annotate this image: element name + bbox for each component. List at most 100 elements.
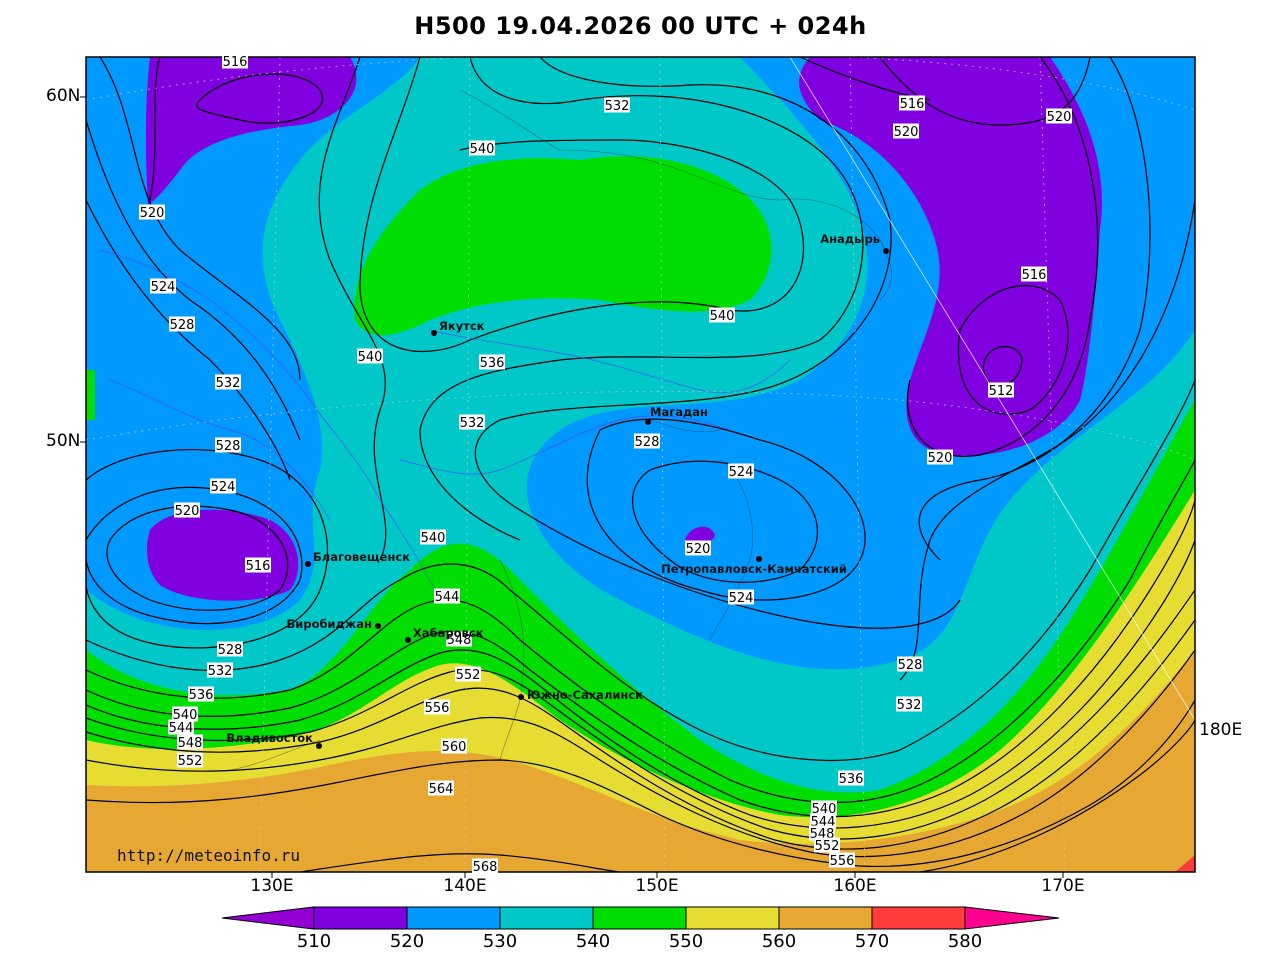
colorbar-segment [592,906,687,930]
lon-label-150e: 150E [635,876,679,896]
contour-label: 536 [838,770,864,787]
city-name: Владивосток [226,731,313,745]
colorbar-tick-label: 570 [854,931,890,952]
contour-label: 544 [434,588,460,605]
colorbar-tick-label: 520 [389,931,425,952]
contour-value: 532 [460,416,485,431]
contour-label: 516 [222,53,248,70]
colorbar-tick-label: 540 [575,931,611,952]
contour-label: 540 [420,529,446,546]
city-name: Южно-Сахалинск [527,688,643,702]
colorbar [221,906,1060,930]
city-name: Петропавловск-Камчатский [661,562,847,576]
contour-value: 548 [447,633,472,648]
contour-label: 532 [459,414,485,431]
contour-label: 540 [469,140,495,157]
contour-value: 520 [140,206,165,221]
colorbar-tick-label: 550 [668,931,704,952]
contour-label: 552 [177,752,203,769]
filled-contours [86,57,1195,872]
contour-label: 536 [479,354,505,371]
contour-value: 536 [839,772,864,787]
city-name: Биробиджан [287,617,372,631]
contour-value: 540 [358,350,383,365]
contour-value: 552 [178,754,203,769]
contour-value: 516 [246,559,271,574]
contour-label: 524 [150,278,176,295]
city-dot [405,637,411,643]
colorbar-extend-max [964,906,1060,930]
contour-value: 516 [1022,268,1047,283]
contour-label: 532 [215,374,241,391]
colorbar-extend-min [221,906,315,930]
source-url: http://meteoinfo.ru [117,846,300,865]
colorbar-segment [871,906,966,930]
lon-label-180e: 180E [1199,720,1243,740]
contour-value: 540 [173,708,198,723]
contour-label: 516 [245,557,271,574]
contour-value: 552 [456,668,481,683]
contour-label: 552 [455,666,481,683]
contour-value: 556 [830,854,855,869]
contour-value: 532 [605,99,630,114]
contour-value: 532 [216,376,241,391]
contour-label: 552 [814,837,840,854]
lon-label-170e: 170E [1041,876,1085,896]
contour-label: 520 [139,204,165,221]
colorbar-tick-label: 510 [296,931,332,952]
contour-label: 536 [188,686,214,703]
contour-value: 536 [480,356,505,371]
contour-label: 528 [217,641,243,658]
contour-label: 520 [685,540,711,557]
contour-label: 544 [168,719,194,736]
contour-label: 568 [472,858,498,875]
colorbar-segment [685,906,780,930]
lat-label-50n: 50N [46,431,81,451]
colorbar-segment [406,906,501,930]
contour-label: 512 [988,382,1014,399]
contour-value: 524 [729,591,754,606]
map-title: H500 19.04.2026 00 UTC + 024h [414,12,867,40]
contour-label: 520 [174,502,200,519]
contour-label: 528 [897,656,923,673]
contour-value: 524 [211,480,236,495]
lon-label-160e: 160E [833,876,877,896]
contour-value: 524 [729,465,754,480]
contour-value: 528 [898,658,923,673]
contour-label: 532 [896,696,922,713]
contour-value: 556 [425,701,450,716]
city-name: Анадырь [820,232,880,246]
contour-value: 568 [473,860,498,875]
contour-label: 516 [1021,266,1047,283]
city-name: Хабаровск [413,626,484,640]
contour-label: 540 [357,348,383,365]
city-dot [645,419,651,425]
colorbar-segment [313,906,408,930]
contour-label: 520 [927,449,953,466]
contour-label: 532 [604,97,630,114]
contour-label: 540 [172,706,198,723]
contour-label: 548 [446,631,472,648]
contour-value: 540 [470,142,495,157]
colorbar-segment [499,906,594,930]
contour-value: 540 [421,531,446,546]
city-dot [518,694,524,700]
contour-value: 524 [151,280,176,295]
contour-value: 532 [208,664,233,679]
city-markers: Якутск Магадан Анадырь Благовещенск Биробидж… [226,232,889,749]
contour-label: 540 [811,800,837,817]
contour-label: 520 [893,123,919,140]
contour-label: 524 [728,463,754,480]
contour-value: 540 [710,309,735,324]
city-name: Магадан [650,405,708,419]
contour-value: 552 [815,839,840,854]
contour-label: 528 [215,437,241,454]
contour-value: 560 [442,740,467,755]
contour-value: 520 [1047,110,1072,125]
contour-value: 544 [169,721,194,736]
contour-label: 548 [177,734,203,751]
contour-value: 520 [928,451,953,466]
city-dot [883,248,889,254]
lon-label-140e: 140E [443,876,487,896]
